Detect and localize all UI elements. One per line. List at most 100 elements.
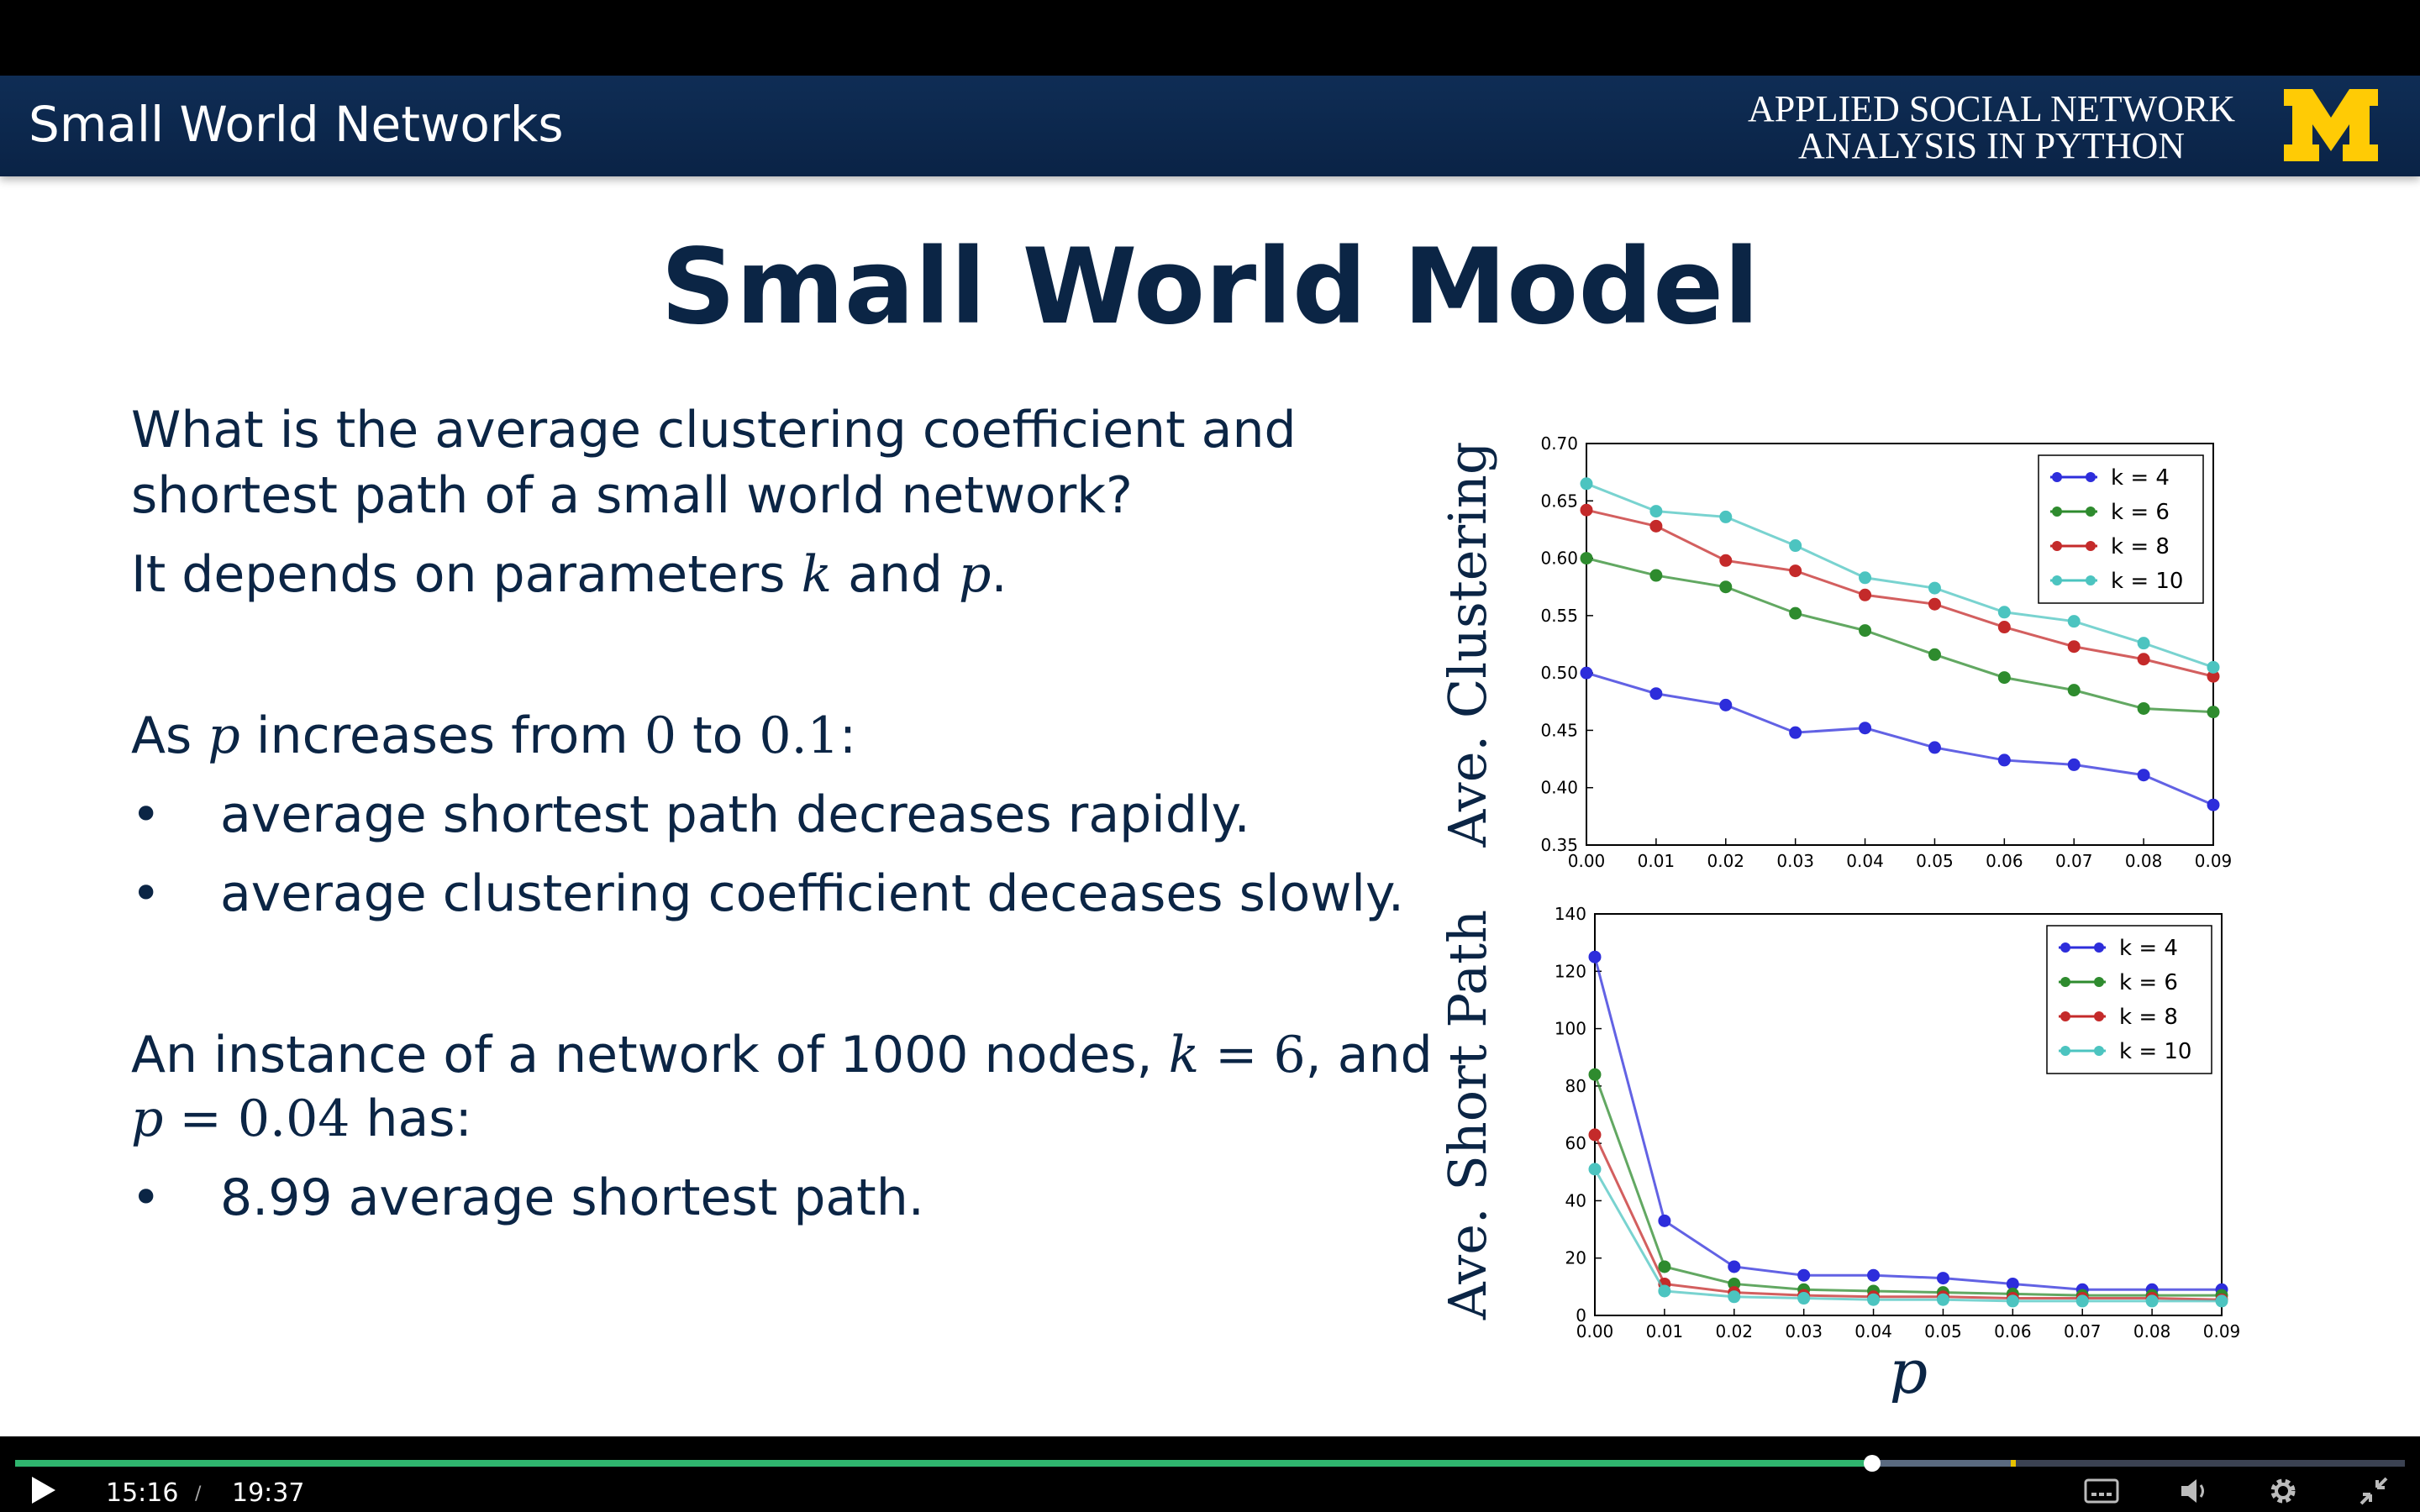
data-point — [1789, 726, 1802, 739]
data-point — [2207, 798, 2220, 811]
x-tick-label: 0.03 — [1785, 1321, 1823, 1341]
series-line — [1593, 1168, 2222, 1303]
instance-line2: p = 0.04 has: — [131, 1087, 472, 1151]
data-point — [2137, 701, 2150, 715]
data-point — [1719, 554, 1733, 567]
x-tick-label: 0.01 — [1638, 851, 1676, 871]
slide-title: Small World Model — [660, 227, 1760, 348]
scrub-handle[interactable] — [1863, 1455, 1881, 1472]
bullet-marker-1: • — [131, 785, 161, 844]
legend-marker — [2094, 977, 2104, 987]
data-point — [1997, 753, 2011, 767]
y-tick-label: 120 — [1555, 961, 1586, 981]
y-tick-label: 80 — [1565, 1076, 1586, 1096]
gear-icon[interactable] — [2267, 1475, 2299, 1507]
data-point — [1728, 1290, 1741, 1304]
data-point — [1936, 1293, 1949, 1306]
series-line — [1586, 671, 2214, 806]
exit-fullscreen-icon[interactable] — [2358, 1475, 2390, 1507]
clustering-chart: 0.00 0.01 0.02 0.03 0.04 0.05 0.06 0.07 0.08 0.09… — [1445, 433, 2233, 871]
legend-marker — [2052, 472, 2062, 482]
data-point — [1859, 722, 1872, 735]
captions-icon[interactable] — [2084, 1478, 2119, 1504]
chapter-marker — [2010, 1460, 2016, 1467]
data-point — [2137, 769, 2150, 782]
data-point — [2207, 706, 2220, 719]
legend-label: k = 6 — [2119, 970, 2178, 995]
data-point — [1936, 1272, 1949, 1285]
legend — [2038, 454, 2204, 604]
series-line — [1593, 1074, 2222, 1297]
data-point — [1580, 552, 1593, 565]
x-tick-label: 0.04 — [1854, 1321, 1892, 1341]
x-tick-label: 0.06 — [1986, 851, 2023, 871]
data-point — [2075, 1294, 2089, 1308]
param-p: p — [959, 545, 992, 604]
y-tick-label: 0.55 — [1540, 606, 1578, 626]
course-title-line2: ANALYSIS IN PYTHON — [1797, 125, 2186, 166]
data-point — [1859, 571, 1872, 585]
data-point — [2006, 1294, 2019, 1308]
legend-marker — [2094, 942, 2104, 953]
data-point — [1928, 648, 1941, 661]
legend-marker — [2060, 977, 2070, 987]
legend-marker — [2060, 1011, 2070, 1021]
instance-k-value: = 6 — [1199, 1026, 1306, 1084]
time-separator: / — [195, 1483, 202, 1504]
data-point — [2207, 660, 2220, 674]
series-line — [1586, 482, 2214, 669]
depends-line: It depends on parameters k and p. — [131, 543, 1007, 606]
header-title: Small World Networks — [29, 96, 564, 153]
legend-label: k = 4 — [2119, 936, 2178, 961]
y-tick-label: 0.50 — [1540, 663, 1578, 683]
x-tick-label: 0.08 — [2133, 1321, 2171, 1341]
progress-bar[interactable] — [15, 1455, 2405, 1472]
data-point — [1658, 1284, 1671, 1298]
y-tick-label: 100 — [1555, 1019, 1586, 1039]
data-point — [2137, 637, 2150, 650]
instance-and: , and — [1305, 1026, 1433, 1084]
x-tick-label: 0.03 — [1776, 851, 1814, 871]
question-line2: shortest path of a small world network? — [131, 466, 1133, 525]
x-tick-label: 0.09 — [2195, 851, 2233, 871]
x-tick-label: 0.00 — [1576, 1321, 1614, 1341]
data-point — [1649, 519, 1663, 533]
top-letterbox — [0, 0, 2420, 76]
data-point — [2067, 640, 2081, 654]
bullet-clustering: average clustering coefficient deceases … — [220, 864, 1405, 923]
instance-pre: An instance of a network of 1000 nodes, — [131, 1026, 1169, 1084]
series-line — [1586, 508, 2214, 678]
course-title-line1: APPLIED SOCIAL NETWORK — [1747, 88, 2236, 129]
increase-to: to — [676, 706, 760, 765]
data-point — [1928, 597, 1941, 611]
slide: Small World Networks APPLIED SOCIAL NETW… — [0, 76, 2420, 1436]
legend-marker — [2086, 472, 2096, 482]
increase-max: 0.1 — [759, 706, 839, 765]
legend-label: k = 8 — [2119, 1005, 2178, 1030]
data-point — [2067, 758, 2081, 771]
data-point — [1728, 1260, 1741, 1273]
duration: 19:37 — [232, 1478, 305, 1508]
y-tick-label: 0.45 — [1540, 720, 1578, 740]
data-point — [1580, 666, 1593, 680]
data-point — [2215, 1294, 2228, 1308]
data-point — [1789, 539, 1802, 553]
data-point — [1649, 569, 1663, 582]
data-point — [2067, 684, 2081, 697]
volume-icon[interactable] — [2180, 1477, 2210, 1505]
data-point — [1789, 606, 1802, 620]
play-icon[interactable] — [27, 1473, 60, 1507]
legend-label: k = 8 — [2111, 534, 2170, 559]
x-tick-label: 0.09 — [2203, 1321, 2241, 1341]
x-tick-label: 0.04 — [1846, 851, 1884, 871]
bullet-marker-3: • — [131, 1168, 161, 1227]
data-point — [1719, 698, 1733, 711]
data-point — [2067, 615, 2081, 628]
current-time: 15:16 — [106, 1478, 179, 1508]
depends-text: It depends on parameters — [131, 545, 802, 604]
legend-marker — [2060, 1046, 2070, 1056]
x-tick-label: 0.06 — [1994, 1321, 2032, 1341]
legend-marker — [2052, 541, 2062, 551]
data-point — [1859, 588, 1872, 601]
data-point — [1997, 671, 2011, 685]
